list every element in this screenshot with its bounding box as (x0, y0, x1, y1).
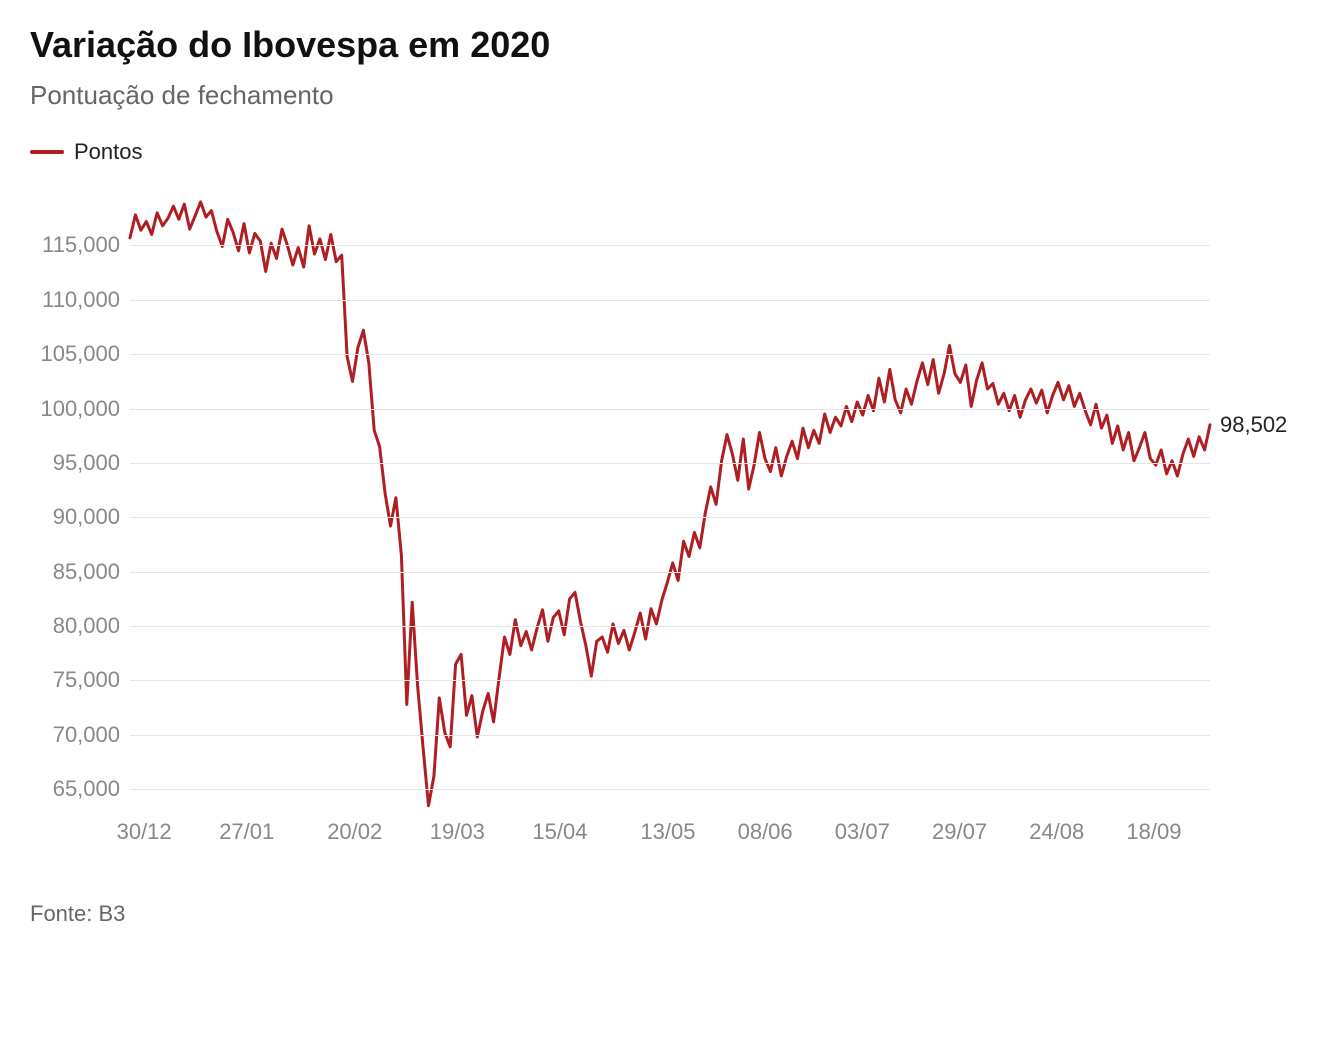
gridline (130, 245, 1210, 246)
y-axis-label: 65,000 (30, 776, 120, 802)
gridline (130, 572, 1210, 573)
x-axis-label: 03/07 (835, 819, 890, 845)
y-axis-label: 100,000 (30, 396, 120, 422)
y-axis-label: 115,000 (30, 232, 120, 258)
x-axis-label: 15/04 (532, 819, 587, 845)
x-axis-label: 29/07 (932, 819, 987, 845)
x-axis-label: 18/09 (1126, 819, 1181, 845)
x-axis-label: 24/08 (1029, 819, 1084, 845)
source-label: Fonte: B3 (30, 901, 1310, 927)
x-axis-label: 19/03 (430, 819, 485, 845)
y-axis-label: 70,000 (30, 722, 120, 748)
gridline (130, 789, 1210, 790)
gridline (130, 517, 1210, 518)
chart-title: Variação do Ibovespa em 2020 (30, 24, 1310, 66)
legend-swatch (30, 150, 64, 154)
legend: Pontos (30, 139, 1310, 165)
y-axis-label: 110,000 (30, 287, 120, 313)
y-axis-label: 95,000 (30, 450, 120, 476)
x-axis-label: 27/01 (219, 819, 274, 845)
legend-label: Pontos (74, 139, 143, 165)
gridline (130, 680, 1210, 681)
line-chart-svg (30, 181, 1310, 861)
x-axis-label: 08/06 (738, 819, 793, 845)
chart-area: 65,000 70,000 75,000 80,000 85,000 90,000 95,0… (30, 181, 1310, 861)
y-axis-label: 85,000 (30, 559, 120, 585)
chart-subtitle: Pontuação de fechamento (30, 80, 1310, 111)
gridline (130, 354, 1210, 355)
x-axis-label: 30/12 (117, 819, 172, 845)
x-axis-label: 13/05 (640, 819, 695, 845)
y-axis-label: 90,000 (30, 504, 120, 530)
y-axis-label: 75,000 (30, 667, 120, 693)
gridline (130, 626, 1210, 627)
endpoint-value-label: 98,502 (1220, 412, 1287, 438)
y-axis-label: 105,000 (30, 341, 120, 367)
gridline (130, 463, 1210, 464)
gridline (130, 409, 1210, 410)
y-axis-label: 80,000 (30, 613, 120, 639)
gridline (130, 735, 1210, 736)
x-axis-label: 20/02 (327, 819, 382, 845)
series-line (130, 202, 1210, 806)
gridline (130, 300, 1210, 301)
